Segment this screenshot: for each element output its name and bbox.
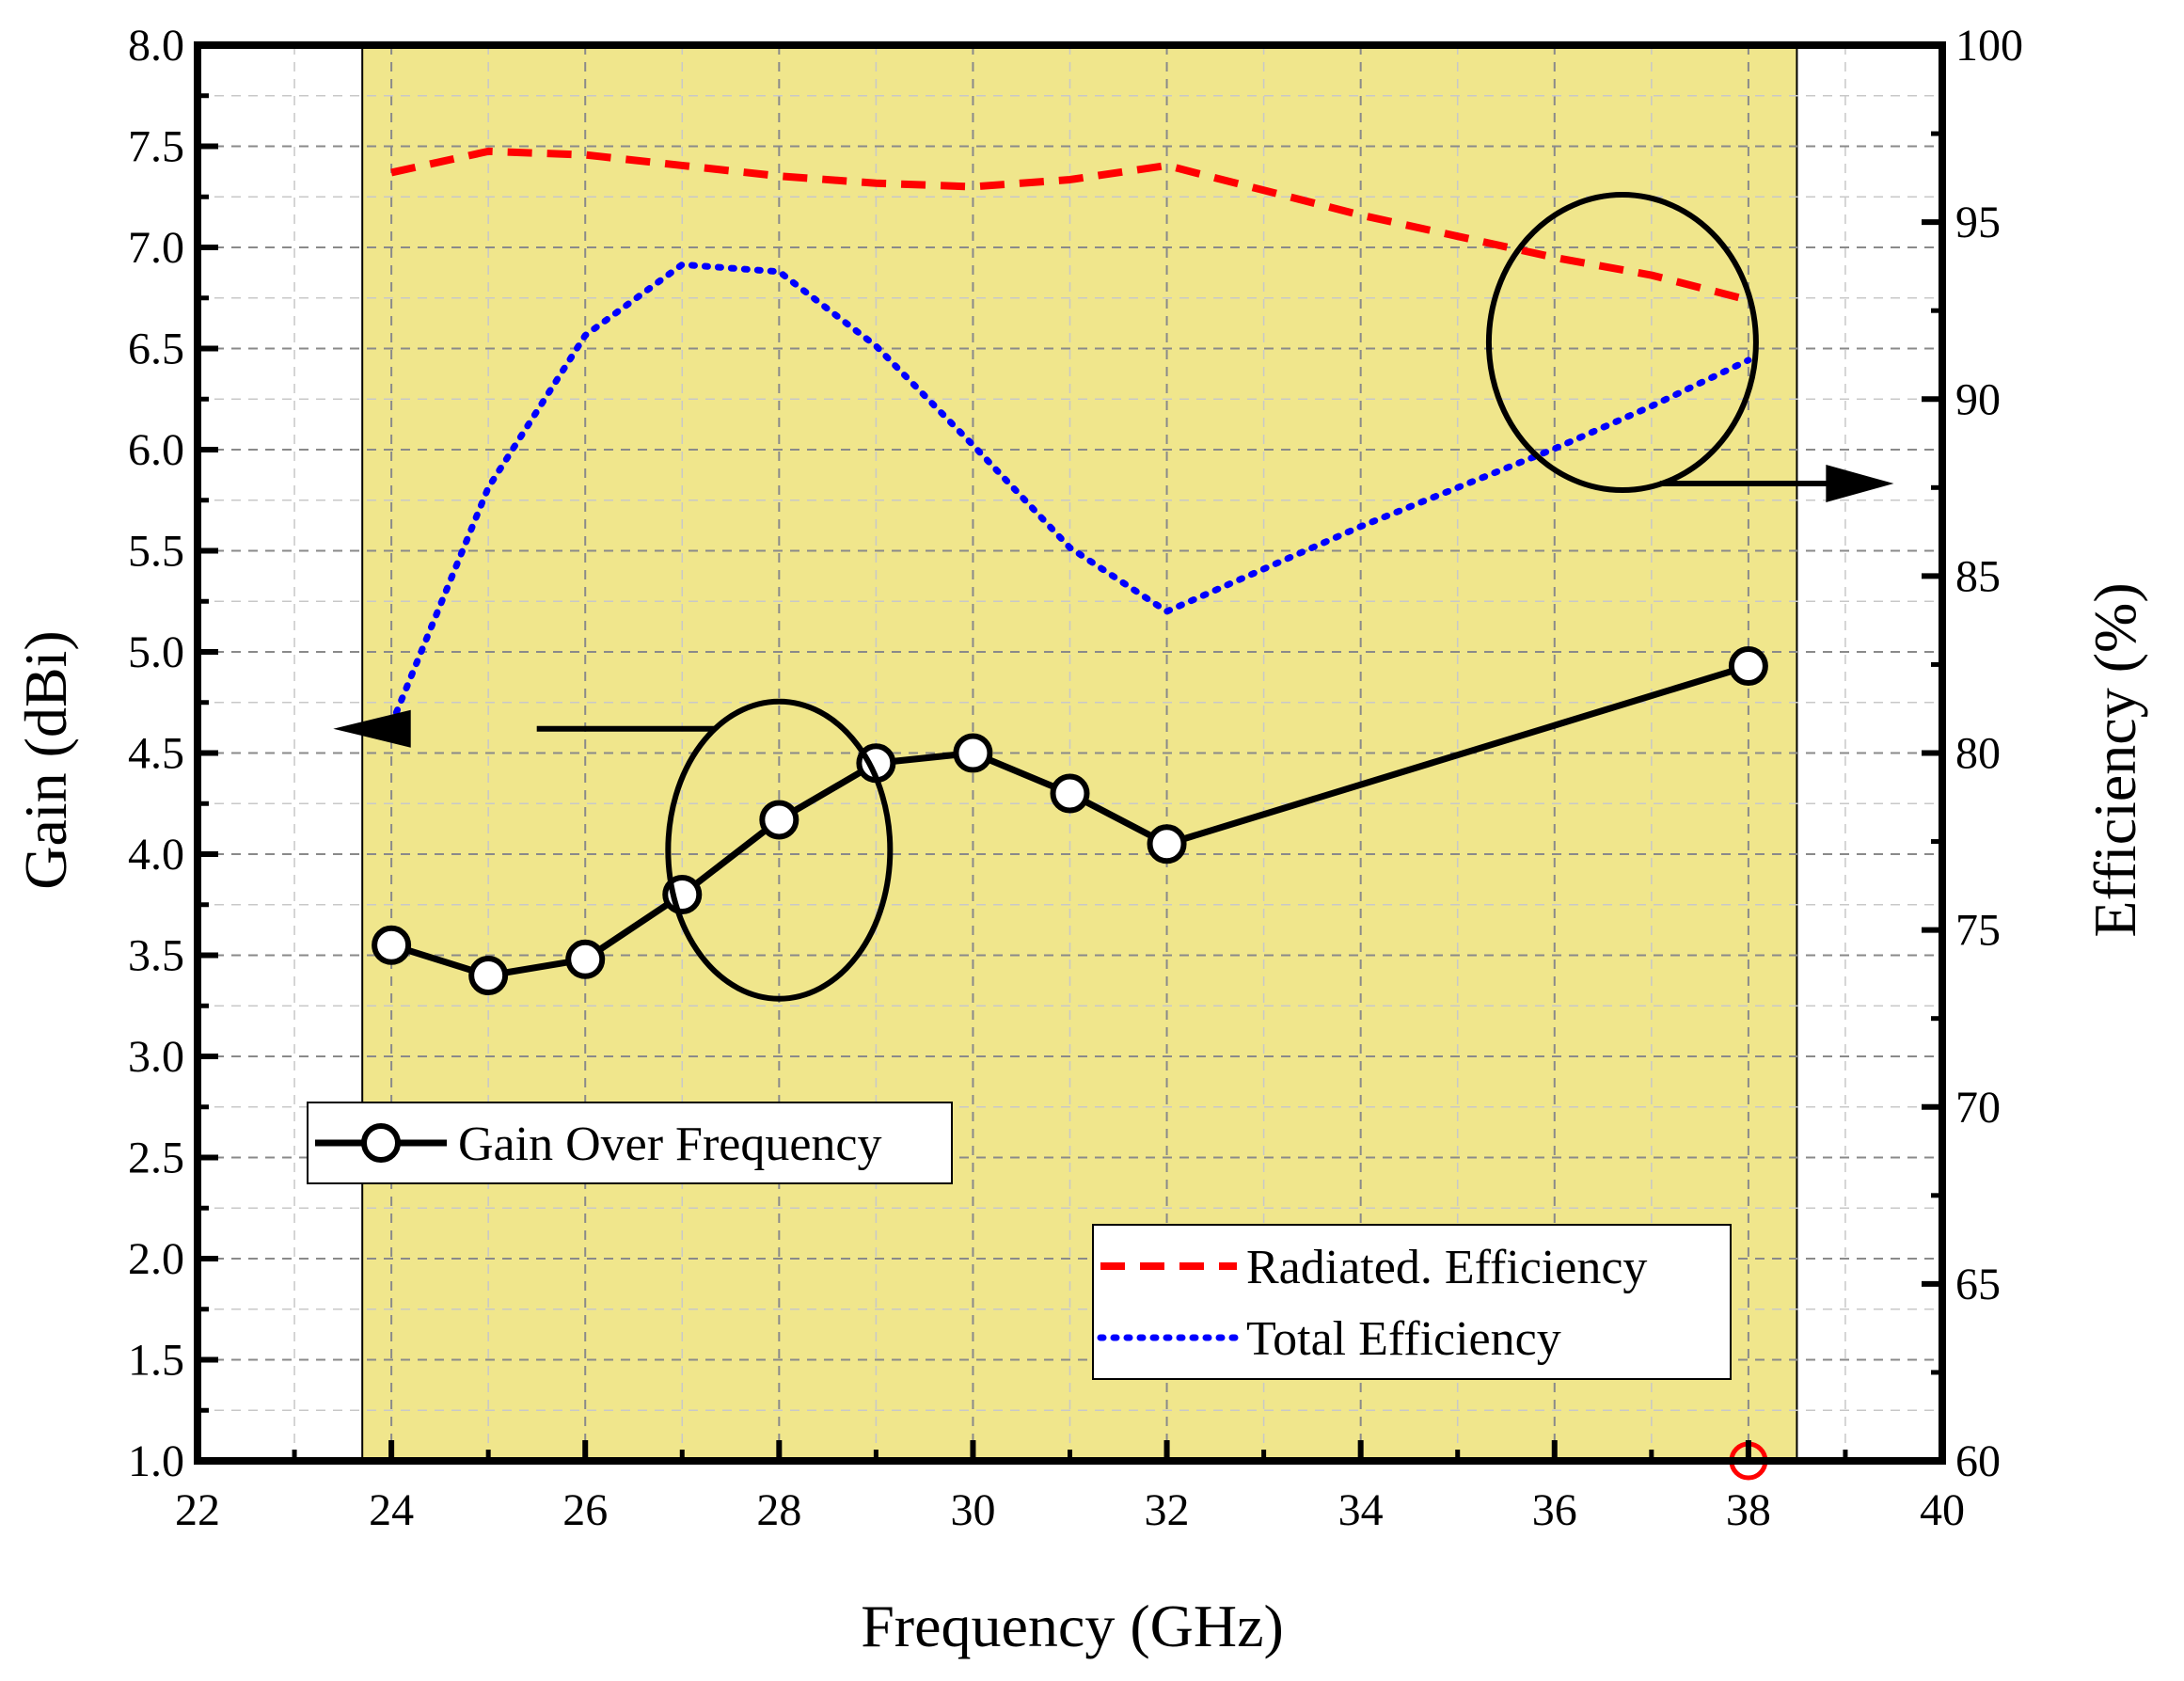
grid	[198, 45, 1942, 1461]
data-point	[565, 939, 606, 979]
y-left-tick-label: 4.0	[128, 830, 184, 880]
y-left-tick-label: 4.5	[128, 729, 184, 779]
x-tick-label: 24	[369, 1485, 414, 1535]
data-point	[759, 800, 799, 840]
y-left-tick-label: 2.0	[128, 1234, 184, 1284]
arrow-left-icon	[333, 709, 411, 748]
y-axis-left-title: Gain (dBi)	[12, 630, 79, 890]
data-point	[468, 956, 509, 995]
series-line-total-efficiency	[388, 261, 1752, 728]
annotation-ellipse-efficiency	[1485, 192, 1759, 494]
y-left-tick-label: 6.5	[128, 325, 184, 374]
data-point	[1050, 773, 1090, 814]
x-tick-label: 28	[756, 1485, 801, 1535]
y-right-tick-label: 65	[1955, 1260, 2001, 1309]
data-point	[1728, 646, 1768, 687]
x-axis-title: Frequency (GHz)	[861, 1593, 1284, 1659]
y-left-tick-label: 5.5	[128, 527, 184, 577]
y-left-tick-label: 5.0	[128, 627, 184, 677]
data-point	[372, 925, 412, 965]
legend-label-gain: Gain Over Frequency	[458, 1118, 882, 1171]
y-right-tick-label: 85	[1955, 551, 2001, 601]
series-line-gain-over-frequency	[390, 662, 1749, 979]
x-tick-label: 40	[1920, 1485, 1965, 1535]
y-left-tick-label: 7.5	[128, 122, 184, 172]
x-tick-label: 34	[1338, 1485, 1384, 1535]
y-left-tick-label: 7.0	[128, 223, 184, 273]
x-tick-label: 36	[1532, 1485, 1577, 1535]
x-tick-label: 26	[562, 1485, 608, 1535]
x-tick-label: 38	[1726, 1485, 1771, 1535]
y-left-tick-label: 1.5	[128, 1336, 184, 1386]
x-tick-label: 30	[950, 1485, 995, 1535]
series-line-radiated-efficiency	[390, 147, 1749, 304]
legend-efficiency	[1092, 1224, 1732, 1380]
y-left-tick-label: 3.5	[128, 931, 184, 981]
y-right-tick-label: 60	[1955, 1436, 2001, 1486]
y-right-tick-label: 100	[1955, 21, 2023, 71]
x-tick-label: 32	[1145, 1485, 1190, 1535]
y-right-tick-label: 70	[1955, 1083, 2001, 1133]
arrow-right-icon	[1826, 465, 1894, 503]
legend-marker-gain	[361, 1123, 401, 1163]
y-right-tick-label: 75	[1955, 906, 2001, 956]
annotation-ellipse-gain	[665, 698, 894, 1002]
data-point	[953, 733, 993, 773]
y-left-tick-label: 2.5	[128, 1134, 184, 1183]
y-axis-right-title: Efficiency (%)	[2081, 582, 2148, 937]
y-right-tick-label: 80	[1955, 729, 2001, 779]
y-right-tick-label: 95	[1955, 198, 2001, 247]
legend-label-total: Total Efficiency	[1246, 1312, 1561, 1366]
y-left-tick-label: 8.0	[128, 21, 184, 71]
y-right-tick-label: 90	[1955, 374, 2001, 424]
data-point	[1147, 824, 1187, 864]
x-tick-label: 22	[175, 1485, 220, 1535]
legend-label-radiated: Radiated. Efficiency	[1246, 1241, 1647, 1294]
y-left-tick-label: 1.0	[128, 1436, 184, 1486]
y-left-tick-label: 3.0	[128, 1032, 184, 1082]
y-left-tick-label: 6.0	[128, 425, 184, 475]
